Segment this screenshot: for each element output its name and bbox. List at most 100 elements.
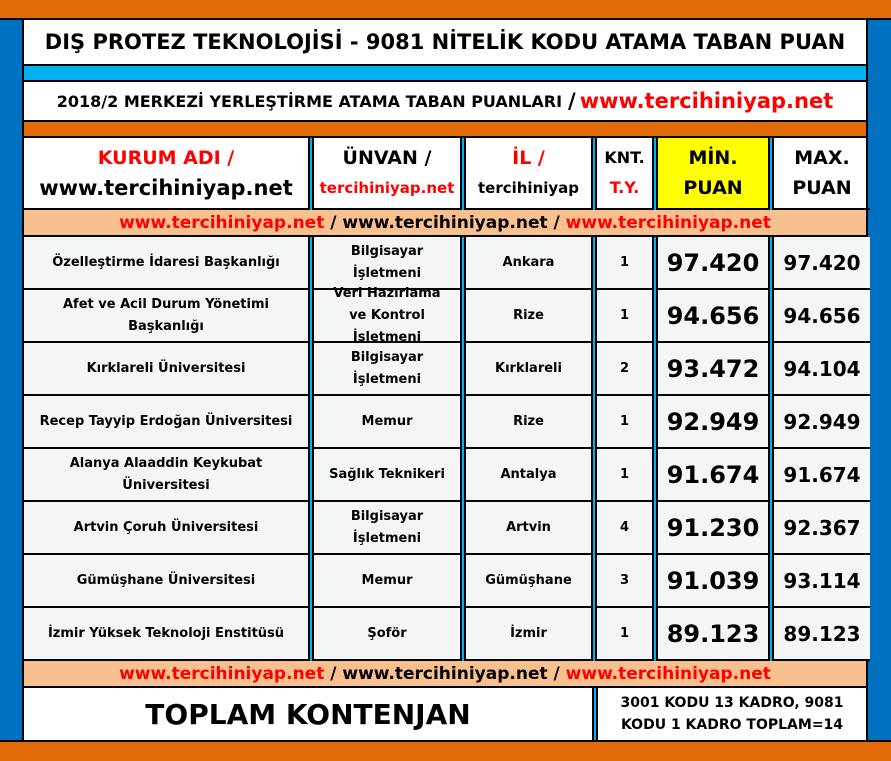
cell-unvan: Memur xyxy=(314,555,460,608)
column-separator xyxy=(652,396,658,449)
column-separator xyxy=(308,138,314,210)
header-label: PUAN xyxy=(792,177,852,199)
table-row: Kırklareli Üniversitesi Bilgisayar İşletm… xyxy=(24,343,870,396)
table-row: Gümüşhane Üniversitesi Memur Gümüşhane 3 91.… xyxy=(24,555,870,608)
column-separator xyxy=(591,138,597,210)
cell-knt: 2 xyxy=(597,343,652,396)
column-separator xyxy=(652,290,658,343)
cell-il: Rize xyxy=(466,290,591,343)
column-separator xyxy=(768,502,774,555)
cell-max: 91.674 xyxy=(774,449,870,502)
column-separator xyxy=(652,237,658,290)
header-label: MAX. xyxy=(794,147,850,169)
cell-max: 89.123 xyxy=(774,608,870,661)
cell-kurum: İzmir Yüksek Teknoloji Enstitüsü xyxy=(24,608,308,661)
cell-il: Artvin xyxy=(466,502,591,555)
column-separator xyxy=(591,290,597,343)
column-separator xyxy=(591,343,597,396)
cell-kurum: Artvin Çoruh Üniversitesi xyxy=(24,502,308,555)
column-separator xyxy=(460,138,466,210)
column-separator xyxy=(460,449,466,502)
column-separator xyxy=(591,237,597,290)
header-label: KNT. xyxy=(604,148,645,167)
cell-max: 92.367 xyxy=(774,502,870,555)
page-title: DIŞ PROTEZ TEKNOLOJİSİ - 9081 NİTELİK KO… xyxy=(24,20,866,66)
cell-min: 93.472 xyxy=(658,343,768,396)
cell-kurum: Afet ve Acil Durum Yönetimi Başkanlığı xyxy=(24,290,308,343)
column-separator xyxy=(768,343,774,396)
column-separator xyxy=(308,396,314,449)
header-label: PUAN xyxy=(683,177,743,199)
table-row: Afet ve Acil Durum Yönetimi Başkanlığı Ve… xyxy=(24,286,870,345)
banner-bottom: www.tercihiniyap.net / www.tercihiniyap.… xyxy=(24,661,866,688)
cell-knt: 1 xyxy=(597,290,652,343)
column-separator xyxy=(308,555,314,608)
column-separator xyxy=(591,502,597,555)
total-note: 3001 KODU 13 KADRO, 9081 KODU 1 KADRO TOP… xyxy=(598,688,866,740)
header-label: T.Y. xyxy=(609,178,640,197)
cell-kurum: Özelleştirme İdaresi Başkanlığı xyxy=(24,237,308,290)
cell-min: 91.674 xyxy=(658,449,768,502)
cell-unvan: Şoför xyxy=(314,608,460,661)
header-kurum: KURUM ADI / www.tercihiniyap.net xyxy=(24,138,308,210)
column-separator xyxy=(768,237,774,290)
column-separator xyxy=(652,502,658,555)
column-separator xyxy=(768,608,774,661)
header-knt: KNT. T.Y. xyxy=(597,138,652,210)
header-min: MİN. PUAN xyxy=(658,138,768,210)
cell-max: 93.114 xyxy=(774,555,870,608)
subtitle-sep: / xyxy=(568,89,576,113)
column-separator xyxy=(591,449,597,502)
column-separator xyxy=(308,237,314,290)
column-separator xyxy=(308,290,314,343)
cell-unvan: Bilgisayar İşletmeni xyxy=(314,343,460,396)
cell-kurum: Kırklareli Üniversitesi xyxy=(24,343,308,396)
top-border xyxy=(0,0,891,20)
cell-il: Rize xyxy=(466,396,591,449)
banner-link: www.tercihiniyap.net xyxy=(342,212,548,233)
cell-unvan: Memur xyxy=(314,396,460,449)
header-label: ÜNVAN / xyxy=(342,147,432,169)
banner-sep: / xyxy=(324,663,343,684)
subtitle: 2018/2 MERKEZİ YERLEŞTİRME ATAMA TABAN P… xyxy=(24,82,866,122)
column-separator xyxy=(768,555,774,608)
table-row: Recep Tayyip Erdoğan Üniversitesi Memur Ri… xyxy=(24,396,870,449)
cell-max: 94.104 xyxy=(774,343,870,396)
header-label: tercihiniyap xyxy=(477,179,580,197)
column-separator xyxy=(652,449,658,502)
column-separator xyxy=(460,343,466,396)
banner-link: www.tercihiniyap.net xyxy=(119,212,325,233)
cell-unvan: Veri Hazırlama ve Kontrol İşletmeni xyxy=(314,286,460,345)
column-separator xyxy=(592,688,598,740)
header-unvan: ÜNVAN / tercihiniyap.net xyxy=(314,138,460,210)
divider xyxy=(24,122,866,138)
header-label: KURUM ADI / xyxy=(97,147,235,169)
cell-kurum: Gümüşhane Üniversitesi xyxy=(24,555,308,608)
cell-il: Antalya xyxy=(466,449,591,502)
cell-min: 97.420 xyxy=(658,237,768,290)
cell-knt: 1 xyxy=(597,449,652,502)
banner-link: www.tercihiniyap.net xyxy=(342,663,548,684)
column-separator xyxy=(308,449,314,502)
column-separator xyxy=(652,608,658,661)
cell-min: 91.230 xyxy=(658,502,768,555)
cell-knt: 1 xyxy=(597,396,652,449)
header-label: tercihiniyap.net xyxy=(319,179,455,197)
cell-max: 94.656 xyxy=(774,290,870,343)
cell-unvan: Bilgisayar İşletmeni xyxy=(314,502,460,555)
banner-sep: / xyxy=(547,212,566,233)
column-separator xyxy=(768,449,774,502)
column-separator xyxy=(460,502,466,555)
column-separator xyxy=(460,555,466,608)
cell-knt: 3 xyxy=(597,555,652,608)
column-separator xyxy=(460,237,466,290)
cell-kurum: Recep Tayyip Erdoğan Üniversitesi xyxy=(24,396,308,449)
cell-knt: 1 xyxy=(597,237,652,290)
table-row: Artvin Çoruh Üniversitesi Bilgisayar İşle… xyxy=(24,502,870,555)
cell-kurum: Alanya Alaaddin Keykubat Üniversitesi xyxy=(24,449,308,502)
total-note-line: 3001 KODU 13 KADRO, 9081 xyxy=(620,695,844,711)
cell-min: 94.656 xyxy=(658,290,768,343)
banner-top: www.tercihiniyap.net / www.tercihiniyap.… xyxy=(24,210,866,237)
cell-il: Gümüşhane xyxy=(466,555,591,608)
header-il: İL / tercihiniyap xyxy=(466,138,591,210)
